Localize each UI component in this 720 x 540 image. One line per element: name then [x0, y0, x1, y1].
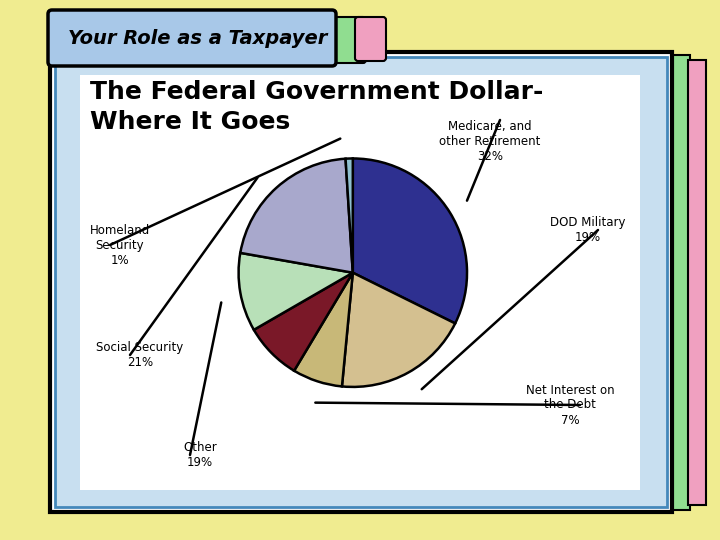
Wedge shape — [342, 273, 455, 387]
Wedge shape — [240, 159, 353, 273]
Text: Net Interest on
the Debt
7%: Net Interest on the Debt 7% — [526, 383, 614, 427]
Text: Your Role as a Taxpayer: Your Role as a Taxpayer — [68, 29, 328, 48]
Wedge shape — [353, 158, 467, 323]
Text: Medicare, and
other Retirement
32%: Medicare, and other Retirement 32% — [439, 120, 541, 163]
Text: Other
19%: Other 19% — [183, 441, 217, 469]
Text: The Federal Government Dollar-: The Federal Government Dollar- — [90, 80, 544, 104]
Text: Where It Goes: Where It Goes — [90, 110, 290, 134]
FancyBboxPatch shape — [332, 17, 366, 63]
Text: Homeland
Security
1%: Homeland Security 1% — [90, 224, 150, 267]
Wedge shape — [294, 273, 353, 387]
FancyBboxPatch shape — [668, 55, 690, 510]
FancyBboxPatch shape — [50, 52, 672, 512]
FancyBboxPatch shape — [55, 57, 667, 507]
Wedge shape — [238, 253, 353, 330]
Wedge shape — [346, 158, 353, 273]
FancyBboxPatch shape — [80, 75, 640, 490]
Text: DOD Military
19%: DOD Military 19% — [550, 216, 626, 244]
FancyBboxPatch shape — [688, 60, 706, 505]
Text: Social Security
21%: Social Security 21% — [96, 341, 184, 369]
Wedge shape — [254, 273, 353, 370]
FancyBboxPatch shape — [48, 10, 336, 66]
FancyBboxPatch shape — [355, 17, 386, 61]
